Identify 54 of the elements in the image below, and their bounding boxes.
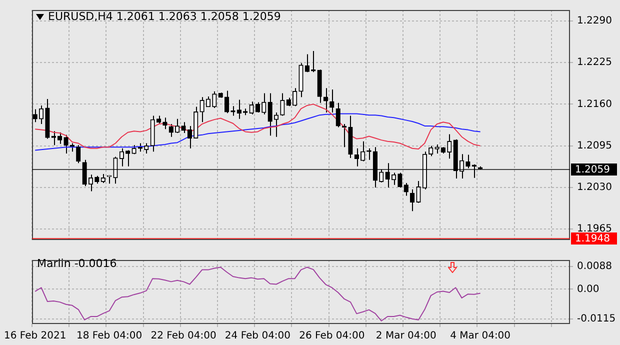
x-tick-label: 26 Feb 04:00 — [299, 330, 365, 342]
y-tick-label: -0.0115 — [577, 313, 616, 324]
candlestick — [206, 96, 211, 108]
x-tick-label: 4 Mar 04:00 — [450, 330, 511, 342]
candlestick — [88, 174, 94, 192]
y-tick-label: 1.2290 — [577, 15, 612, 26]
candlestick — [200, 96, 204, 123]
candlestick — [262, 92, 266, 115]
y-tick-label: 1.1965 — [577, 224, 612, 235]
candlestick — [280, 92, 285, 116]
candlestick — [268, 92, 272, 136]
candlestick — [249, 101, 254, 115]
y-tick-label: 1.2225 — [577, 57, 612, 68]
ref-line-label: 1.1948 — [575, 234, 610, 245]
candlestick — [447, 134, 452, 160]
candlestick — [292, 88, 298, 107]
candlestick — [354, 148, 359, 167]
ref-line-label: 1.2059 — [575, 164, 610, 176]
y-tick-label: 0.00 — [577, 284, 600, 295]
candlestick — [126, 150, 130, 167]
candlestick — [32, 108, 38, 123]
candlestick — [181, 122, 186, 134]
x-tick-label: 2 Mar 04:00 — [376, 330, 436, 342]
candlestick — [336, 102, 340, 128]
candlestick — [323, 88, 328, 114]
x-tick-label: 22 Feb 04:00 — [150, 330, 216, 342]
x-tick-label: 24 Feb 04:00 — [224, 330, 291, 342]
candlestick — [58, 132, 62, 144]
y-tick-label: 1.2030 — [577, 182, 612, 194]
x-tick-label: 16 Feb 2021 — [4, 330, 66, 342]
y-tick-label: 1.2095 — [577, 140, 612, 152]
candlestick — [428, 145, 434, 157]
y-tick-label: 1.2160 — [577, 98, 612, 110]
candlestick — [410, 188, 415, 212]
y-tick-label: 0.0088 — [577, 261, 612, 272]
candlestick — [174, 118, 180, 134]
candlestick — [398, 172, 402, 188]
candlestick — [360, 140, 366, 162]
candlestick — [304, 54, 310, 73]
candlestick — [224, 90, 230, 114]
candlestick — [64, 134, 68, 154]
x-tick-label: 18 Feb 04:00 — [76, 330, 142, 342]
candlestick — [187, 125, 192, 149]
chart-title: Marlin -0.0016 — [37, 257, 117, 270]
candlestick — [162, 117, 168, 130]
candlestick — [416, 180, 421, 204]
candlestick — [236, 99, 242, 120]
candlestick — [274, 112, 279, 138]
candlestick — [212, 90, 217, 109]
chart-title: EURUSD,H4 1.2061 1.2063 1.2058 1.2059 — [48, 10, 281, 23]
candlestick — [404, 182, 408, 196]
candlestick — [144, 142, 149, 154]
candlestick — [76, 144, 81, 164]
candlestick — [119, 148, 124, 167]
